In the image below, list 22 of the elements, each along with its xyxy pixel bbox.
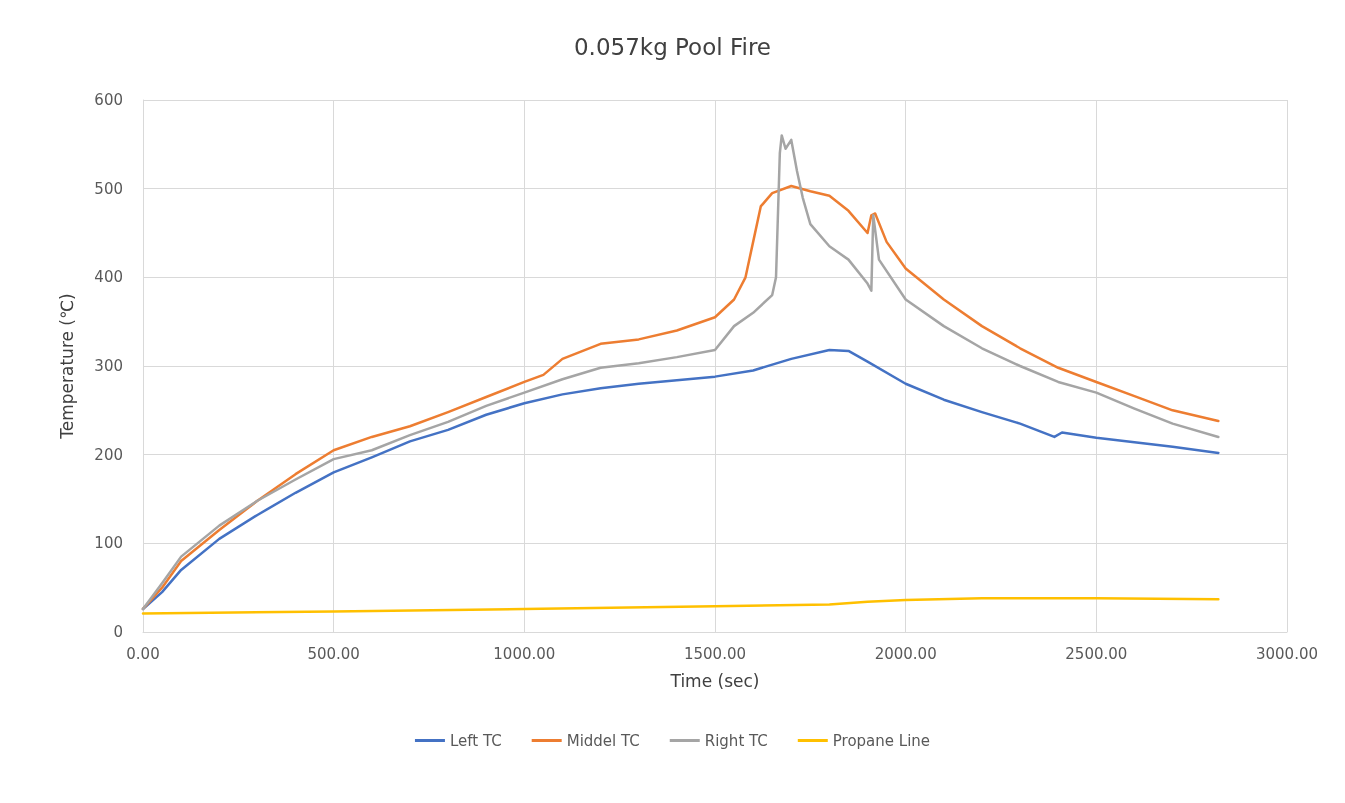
y-axis-title: Temperature (℃)	[56, 293, 77, 440]
x-tick-label: 0.00	[126, 644, 160, 663]
y-tick-label: 300	[94, 357, 123, 375]
legend-label: Middel TC	[566, 731, 640, 750]
legend-label: Right TC	[704, 731, 768, 750]
y-tick-label: 500	[94, 179, 123, 198]
legend-label: Left TC	[449, 731, 502, 750]
chart-title: 0.057kg Pool Fire	[573, 33, 772, 60]
x-tick-label: 2000.00	[874, 644, 937, 663]
x-tick-label: 1500.00	[683, 644, 747, 663]
y-tick-label: 400	[94, 268, 123, 287]
x-tick-label: 2500.00	[1065, 644, 1128, 663]
x-axis-title: Time (sec)	[669, 670, 760, 691]
x-tick-label: 1000.00	[493, 644, 556, 663]
y-tick-label: 600	[94, 91, 123, 109]
y-tick-label: 0	[113, 623, 123, 641]
x-tick-label: 500.00	[307, 644, 360, 663]
y-tick-label: 100	[94, 534, 123, 553]
legend-label: Propane Line	[832, 731, 931, 750]
x-tick-label: 3000.00	[1255, 644, 1319, 663]
y-tick-label: 200	[94, 445, 123, 464]
line-series	[141, 597, 1220, 615]
